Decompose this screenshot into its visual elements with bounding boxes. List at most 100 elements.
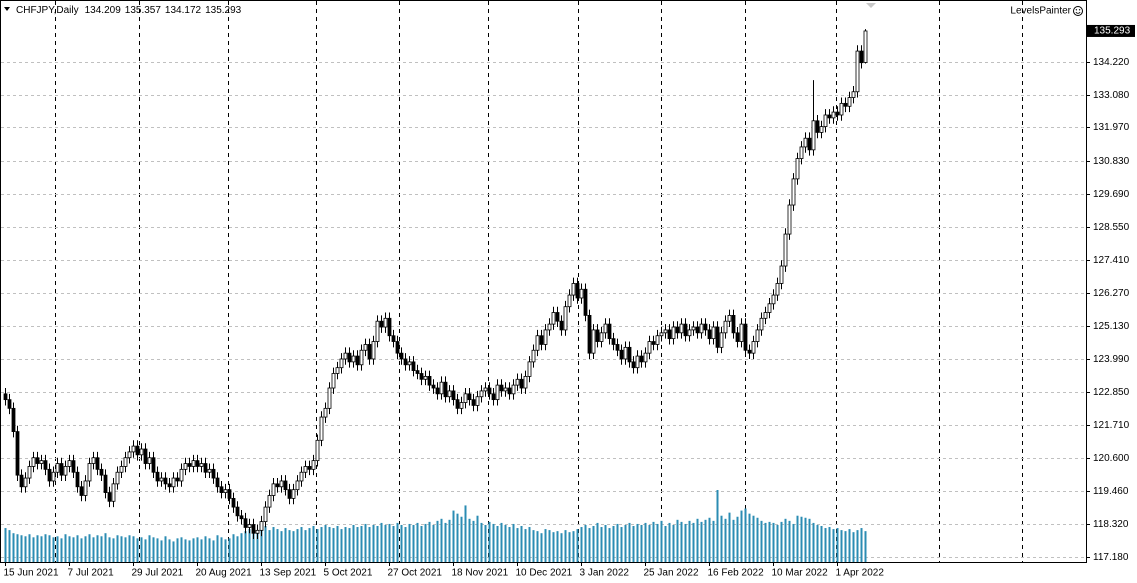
volume-bar: [52, 537, 55, 562]
candle-body: [211, 468, 216, 479]
volume-bar: [688, 520, 691, 562]
volume-bar: [476, 515, 479, 562]
candle-body: [683, 323, 688, 337]
volume-bar: [44, 534, 47, 562]
volume-bar: [256, 530, 259, 562]
candle-body: [307, 466, 312, 470]
candle-body: [47, 468, 52, 482]
candle-body: [51, 471, 56, 482]
candle-body: [655, 335, 660, 345]
candle-body: [191, 460, 196, 467]
candle-body: [415, 370, 420, 374]
volume-bar: [612, 526, 615, 562]
x-tick-label: 3 Jan 2022: [580, 568, 630, 579]
candle-body: [99, 468, 104, 476]
candle-body: [531, 349, 536, 363]
candle-body: [823, 114, 828, 128]
volume-bar: [484, 524, 487, 562]
volume-bar: [316, 529, 319, 562]
candle-body: [323, 407, 328, 418]
candle-body: [291, 489, 296, 499]
x-tick-label: 1 Apr 2022: [836, 568, 885, 579]
volume-bar: [312, 526, 315, 562]
candle-body: [759, 317, 764, 331]
candle-body: [599, 332, 604, 342]
volume-bar: [648, 524, 651, 562]
candle-body: [623, 346, 628, 360]
volume-bar: [360, 526, 363, 562]
candle-body: [607, 323, 612, 340]
volume-bar: [836, 528, 839, 562]
candle-body: [155, 471, 160, 482]
volume-bar: [472, 520, 475, 562]
volume-bar: [104, 533, 107, 562]
volume-bar: [584, 524, 587, 562]
y-tick-label: 130.830: [1093, 156, 1130, 167]
volume-bar: [84, 536, 87, 562]
volume-bar: [524, 529, 527, 562]
candle-body: [67, 460, 72, 467]
candle-body: [819, 126, 824, 133]
volume-bar: [228, 538, 231, 562]
volume-bar: [620, 527, 623, 562]
volume-bar: [16, 534, 19, 562]
volume-bar: [428, 521, 431, 562]
x-tick-label: 25 Jan 2022: [644, 568, 699, 579]
x-tick-label: 15 Jun 2021: [4, 568, 59, 579]
candle-body: [243, 518, 248, 528]
volume-bar: [400, 524, 403, 562]
candle-body: [391, 335, 396, 342]
volume-bar: [600, 527, 603, 562]
volume-bar: [232, 534, 235, 562]
volume-bar: [752, 515, 755, 562]
volume-bar: [636, 523, 639, 562]
y-tick-label: 120.600: [1093, 453, 1130, 464]
volume-bar: [76, 535, 79, 562]
candle-body: [643, 352, 648, 363]
candle-body: [371, 341, 376, 360]
candle-body: [731, 315, 736, 334]
candle-body: [687, 329, 692, 337]
candle-body: [507, 387, 512, 395]
candle-body: [207, 468, 212, 473]
volume-bar: [792, 523, 795, 562]
candle-body: [31, 457, 36, 467]
volume-bar: [340, 529, 343, 562]
volume-bar: [200, 539, 203, 562]
candle-body: [719, 332, 724, 348]
candle-body: [167, 483, 172, 488]
volume-bar: [528, 527, 531, 562]
volume-bar: [464, 505, 467, 562]
y-tick-label: 122.850: [1093, 387, 1130, 398]
candle-body: [451, 390, 456, 401]
candle-body: [91, 457, 96, 464]
candle-body: [675, 326, 680, 334]
volume-bar: [64, 534, 67, 562]
volume-bar: [92, 537, 95, 562]
candle-body: [87, 463, 92, 482]
volume-bar: [268, 530, 271, 562]
candle-body: [75, 471, 80, 488]
volume-bar: [60, 538, 63, 562]
candle-body: [815, 120, 820, 133]
candle-body: [723, 320, 728, 334]
volume-bar: [288, 530, 291, 562]
candle-body: [639, 355, 644, 363]
volume-bar: [816, 524, 819, 562]
volume-bar: [712, 520, 715, 562]
candle-body: [779, 265, 784, 284]
volume-bar: [380, 522, 383, 562]
volume-bar: [700, 521, 703, 562]
volume-bar: [656, 523, 659, 562]
volume-bar: [132, 536, 135, 562]
candle-body: [735, 332, 740, 342]
volume-bar: [384, 524, 387, 562]
volume-bar: [552, 532, 555, 562]
volume-bar: [604, 524, 607, 562]
candle-body: [435, 387, 440, 395]
candle-body: [119, 466, 124, 473]
volume-bar: [800, 516, 803, 562]
candle-body: [487, 387, 492, 395]
menu-arrow[interactable]: [4, 7, 10, 11]
